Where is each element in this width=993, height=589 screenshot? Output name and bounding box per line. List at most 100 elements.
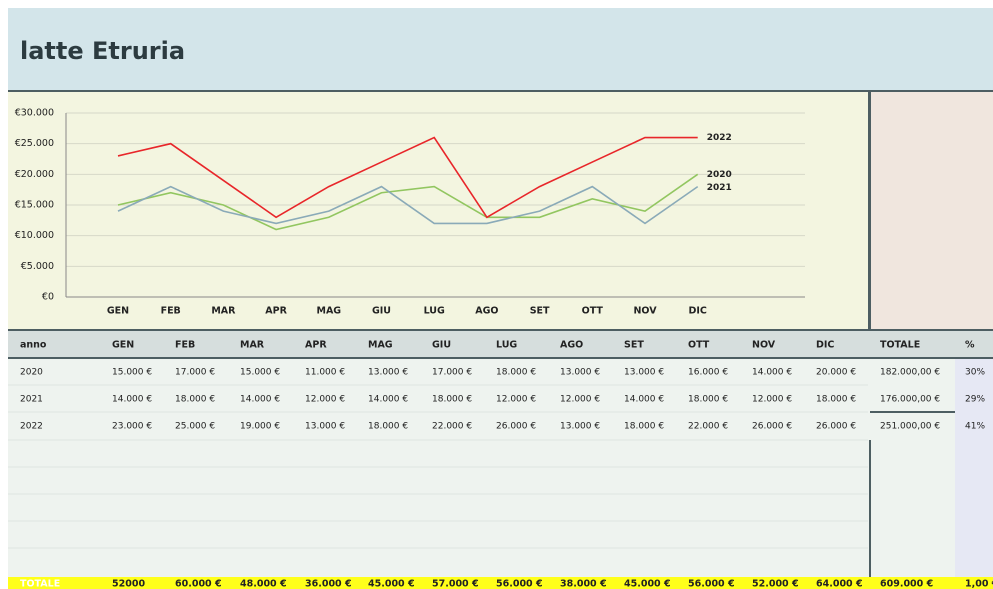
x-tick-label: GEN [107, 306, 129, 317]
total-cell: 45.000 € [624, 579, 671, 589]
cell: 14.000 € [112, 395, 152, 405]
column-header: TOTALE [880, 340, 920, 351]
x-tick-label: LUG [424, 306, 445, 317]
column-header: FEB [175, 340, 195, 351]
cell: 2021 [20, 395, 43, 405]
x-tick-label: OTT [582, 306, 604, 317]
column-header: GEN [112, 340, 134, 351]
series-line [117, 173, 699, 231]
total-cell: 609.000 € [880, 579, 933, 589]
cell: 13.000 € [560, 422, 600, 432]
cell: 14.000 € [368, 395, 408, 405]
cell: 12.000 € [752, 395, 792, 405]
column-header: SET [624, 340, 644, 351]
x-tick-label: FEB [161, 306, 181, 317]
table-top-rule [8, 329, 993, 331]
cell: 29% [965, 395, 985, 405]
cell: 22.000 € [432, 422, 472, 432]
column-header: % [965, 340, 975, 351]
column-header: AGO [560, 340, 583, 351]
cell: 16.000 € [688, 368, 728, 378]
y-tick-label: €15.000 [15, 200, 54, 211]
series-label: 2022 [707, 133, 732, 143]
cell: 14.000 € [752, 368, 792, 378]
total-cell: 57.000 € [432, 579, 479, 589]
column-header: DIC [816, 340, 834, 351]
cell: 14.000 € [240, 395, 280, 405]
cell: 19.000 € [240, 422, 280, 432]
cell: 12.000 € [305, 395, 345, 405]
column-header: LUG [496, 340, 517, 351]
cell: 13.000 € [368, 368, 408, 378]
cell: 15.000 € [240, 368, 280, 378]
cell: 12.000 € [496, 395, 536, 405]
total-cell: 56.000 € [496, 579, 543, 589]
x-tick-label: MAG [316, 306, 341, 317]
column-header: MAR [240, 340, 265, 351]
x-tick-label: APR [265, 306, 287, 317]
side-panel [871, 92, 993, 329]
column-header: GIU [432, 340, 451, 351]
header-band [8, 8, 993, 90]
cell: 2022 [20, 422, 43, 432]
cell: 18.000 € [432, 395, 472, 405]
cell: 26.000 € [816, 422, 856, 432]
total-cell: 38.000 € [560, 579, 607, 589]
x-tick-label: NOV [633, 306, 657, 317]
cell: 17.000 € [432, 368, 472, 378]
divider [868, 92, 871, 329]
total-cell: 60.000 € [175, 579, 222, 589]
column-header: APR [305, 340, 327, 351]
column-header: MAG [368, 340, 393, 351]
column-header: NOV [752, 340, 776, 351]
cell: 251.000,00 € [880, 422, 940, 432]
y-tick-label: €0 [42, 292, 54, 303]
total-cell: 56.000 € [688, 579, 735, 589]
cell: 18.000 € [688, 395, 728, 405]
percent-col-bg [955, 329, 993, 577]
cell: 13.000 € [305, 422, 345, 432]
cell: 18.000 € [175, 395, 215, 405]
y-tick-label: €30.000 [15, 108, 54, 119]
cell: 14.000 € [624, 395, 664, 405]
table-header-rule [8, 357, 993, 359]
cell: 26.000 € [496, 422, 536, 432]
x-tick-label: AGO [475, 306, 498, 317]
cell: 23.000 € [112, 422, 152, 432]
total-cell: 64.000 € [816, 579, 863, 589]
cell: 176.000,00 € [880, 395, 940, 405]
cell: 13.000 € [560, 368, 600, 378]
cell: 15.000 € [112, 368, 152, 378]
series-label: 2021 [707, 183, 732, 193]
cell: 20.000 € [816, 368, 856, 378]
table-header-bg [8, 331, 993, 357]
cell: 13.000 € [624, 368, 664, 378]
column-header: OTT [688, 340, 710, 351]
x-tick-label: SET [530, 306, 550, 317]
total-rule [870, 411, 955, 413]
totals-bg [8, 577, 993, 589]
total-cell: 52000 [112, 579, 145, 589]
chart-area [8, 92, 869, 329]
total-cell: TOTALE [20, 579, 60, 589]
cell: 30% [965, 368, 985, 378]
series-line [117, 136, 698, 219]
column-header: anno [20, 340, 47, 351]
total-cell: 48.000 € [240, 579, 287, 589]
x-tick-label: MAR [211, 306, 236, 317]
title: latte Etruria [20, 37, 185, 65]
cell: 25.000 € [175, 422, 215, 432]
cell: 17.000 € [175, 368, 215, 378]
cell: 18.000 € [496, 368, 536, 378]
header-rule [8, 90, 993, 92]
y-tick-label: €20.000 [15, 169, 54, 180]
series-label: 2020 [707, 170, 732, 180]
total-cell: 52.000 € [752, 579, 799, 589]
cell: 18.000 € [368, 422, 408, 432]
cell: 11.000 € [305, 368, 345, 378]
series-line [117, 185, 699, 225]
y-tick-label: €5.000 [21, 261, 54, 272]
cell: 182.000,00 € [880, 368, 940, 378]
x-tick-label: GIU [372, 306, 391, 317]
